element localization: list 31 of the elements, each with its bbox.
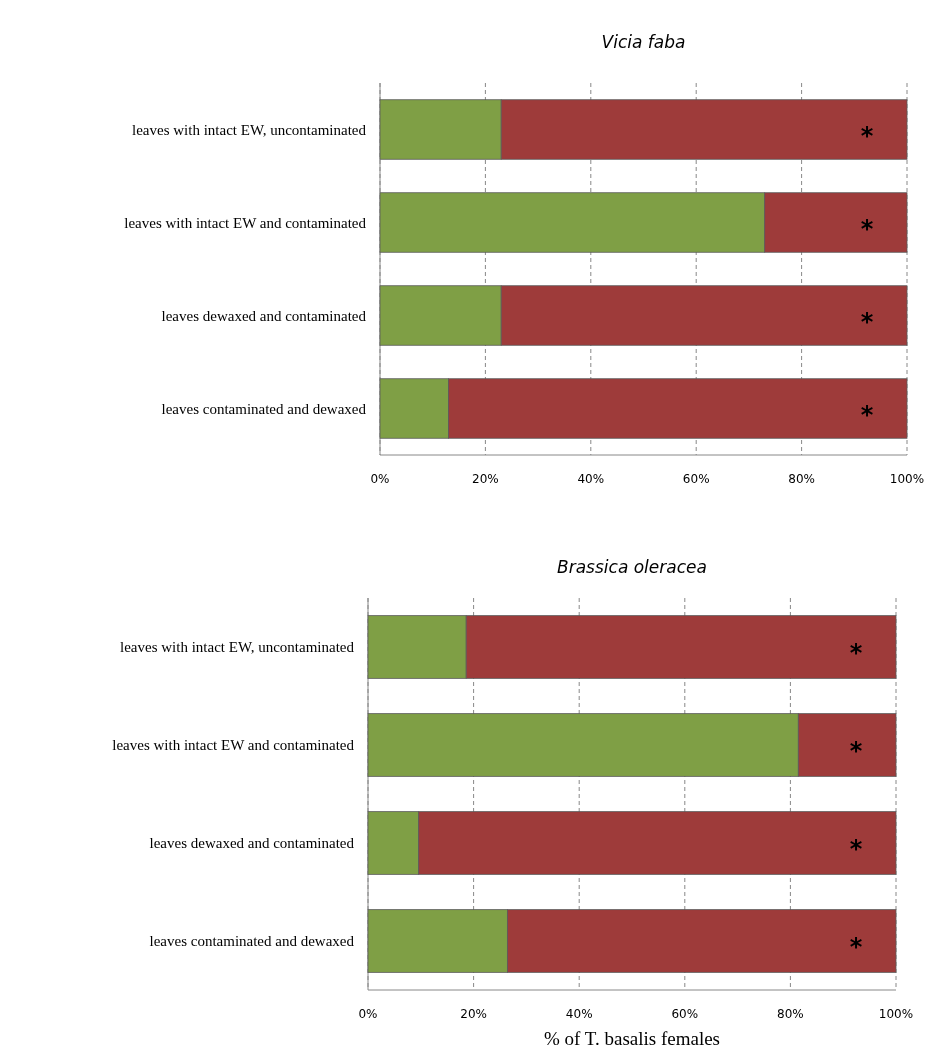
annotation: * (849, 933, 863, 962)
annotation: * (860, 121, 874, 150)
x-tick-label: 80% (788, 472, 815, 486)
y-tick-label: leaves with intact EW, uncontaminated (132, 121, 367, 138)
y-tick-label: leaves dewaxed and contaminated (161, 307, 367, 324)
x-tick-label: 20% (460, 1007, 487, 1021)
x-tick-label: 100% (889, 472, 925, 486)
y-tick-label: leaves contaminated and dewaxed (161, 400, 367, 417)
x-tick-label: 40% (565, 1007, 593, 1021)
x-tick-label: 60% (671, 1007, 699, 1021)
annotation: * (849, 835, 863, 864)
x-tick-label: 0% (358, 1007, 378, 1021)
annotation: * (860, 400, 874, 429)
y-tick-label: leaves with intact EW, uncontaminated (120, 639, 355, 656)
chart-title: Brassica oleracea (557, 557, 707, 577)
annotation: * (860, 307, 874, 336)
x-tick-label: 60% (682, 472, 710, 486)
y-tick-label: leaves contaminated and dewaxed (149, 933, 355, 950)
x-tick-label: 20% (472, 472, 499, 486)
y-tick-label: leaves with intact EW and contaminated (124, 214, 367, 231)
x-axis-title: % of T. basalis females (543, 1028, 721, 1049)
x-tick-label: 80% (777, 1007, 804, 1021)
y-tick-label: leaves with intact EW and contaminated (112, 737, 355, 754)
annotation: * (849, 639, 863, 668)
x-tick-label: 0% (370, 472, 390, 486)
y-tick-label: leaves dewaxed and contaminated (149, 835, 355, 852)
annotation: * (849, 737, 863, 766)
x-tick-label: 100% (878, 1007, 914, 1021)
x-tick-label: 40% (577, 472, 605, 486)
chart-title: Vicia faba (601, 32, 686, 52)
annotation: * (860, 214, 874, 243)
